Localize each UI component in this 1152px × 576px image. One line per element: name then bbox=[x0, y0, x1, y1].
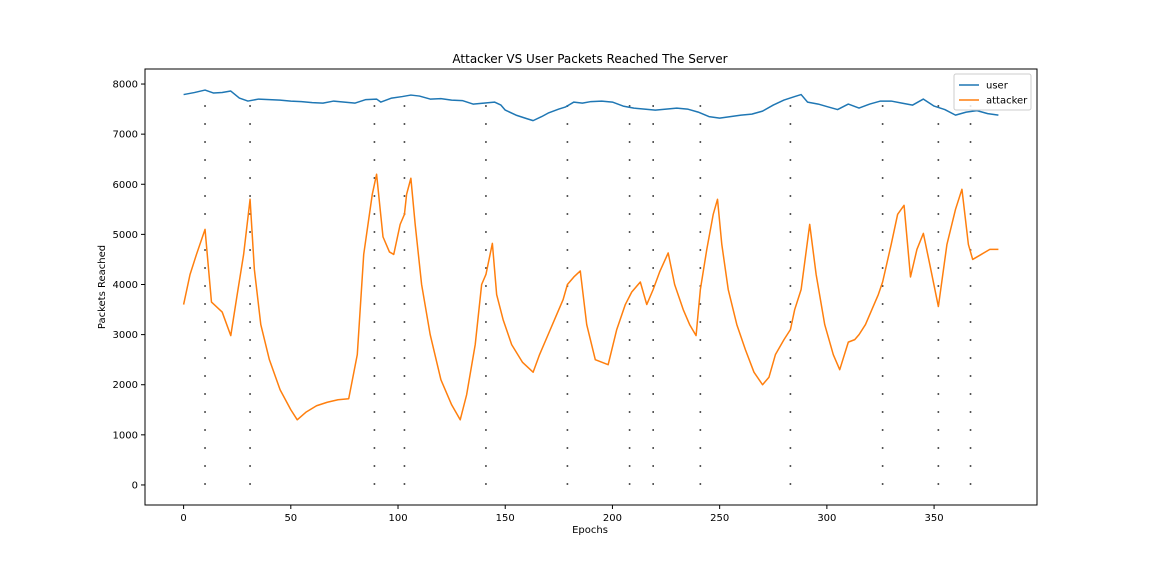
x-axis-title: Epochs bbox=[572, 525, 608, 536]
chart-title: Attacker VS User Packets Reached The Ser… bbox=[452, 52, 727, 66]
x-tick-label: 300 bbox=[817, 513, 836, 524]
y-tick-label: 6000 bbox=[113, 180, 138, 191]
x-tick-label: 0 bbox=[180, 513, 186, 524]
series-line-attacker bbox=[182, 173, 999, 421]
y-tick-label: 0 bbox=[132, 480, 138, 491]
x-tick-label: 100 bbox=[388, 513, 407, 524]
y-tick-label: 8000 bbox=[113, 80, 138, 91]
plot-area-frame bbox=[144, 68, 1038, 506]
y-axis: 0 1000 2000 3000 4000 5000 6000 7000 8000 bbox=[113, 80, 145, 491]
event-marker-lines bbox=[204, 104, 972, 485]
x-axis: 0 50 100 150 200 250 300 350 bbox=[180, 505, 944, 524]
x-tick-label: 350 bbox=[925, 513, 944, 524]
y-tick-label: 7000 bbox=[113, 130, 138, 141]
y-tick-label: 2000 bbox=[113, 380, 138, 391]
legend-box bbox=[953, 73, 1032, 111]
y-axis-title: Packets Reached bbox=[97, 245, 108, 329]
y-tick-label: 3000 bbox=[113, 330, 138, 341]
series-line-user bbox=[183, 89, 999, 122]
legend: user attacker bbox=[953, 73, 1032, 111]
x-tick-label: 250 bbox=[710, 513, 729, 524]
legend-label-user: user bbox=[986, 81, 1009, 92]
y-tick-label: 4000 bbox=[113, 280, 138, 291]
series-layer bbox=[182, 89, 999, 421]
y-tick-label: 5000 bbox=[113, 230, 138, 241]
y-tick-label: 1000 bbox=[113, 430, 138, 441]
legend-label-attacker: attacker bbox=[986, 96, 1028, 107]
x-tick-label: 200 bbox=[603, 513, 622, 524]
x-tick-label: 50 bbox=[284, 513, 297, 524]
x-tick-label: 150 bbox=[496, 513, 515, 524]
